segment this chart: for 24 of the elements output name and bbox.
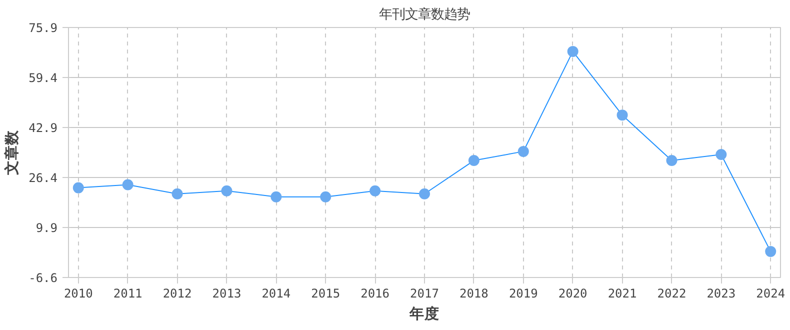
chart-title: 年刊文章数趋势 — [379, 8, 470, 22]
x-tick-label: 2016 — [360, 286, 390, 300]
x-tick-label: 2018 — [459, 286, 488, 300]
x-tick-label: 2022 — [657, 286, 686, 300]
y-tick-label: 26.4 — [28, 171, 58, 185]
x-tick-label: 2010 — [64, 286, 93, 300]
x-tick-label: 2015 — [311, 286, 340, 300]
x-tick-label: 2024 — [756, 286, 786, 300]
x-axis-title: 年度 — [408, 304, 440, 322]
x-tick-label: 2019 — [508, 286, 538, 300]
x-tick-label: 2023 — [706, 286, 736, 300]
x-tick-label: 2012 — [162, 286, 192, 300]
y-tick-label: 9.9 — [36, 221, 58, 235]
x-tick-label: 2011 — [113, 286, 142, 300]
x-tick-label: 2014 — [262, 286, 291, 300]
y-tick-label: 59.4 — [28, 71, 58, 85]
x-tick-label: 2021 — [608, 286, 637, 300]
y-tick-label: 42.9 — [28, 121, 58, 135]
x-tick-label: 2017 — [410, 286, 439, 300]
y-tick-label: 75.9 — [28, 21, 58, 35]
x-tick-label: 2013 — [212, 286, 242, 300]
y-axis-title: 文章数 — [2, 129, 21, 176]
y-tick-label: -6.6 — [28, 271, 58, 285]
x-tick-label: 2020 — [558, 286, 588, 300]
